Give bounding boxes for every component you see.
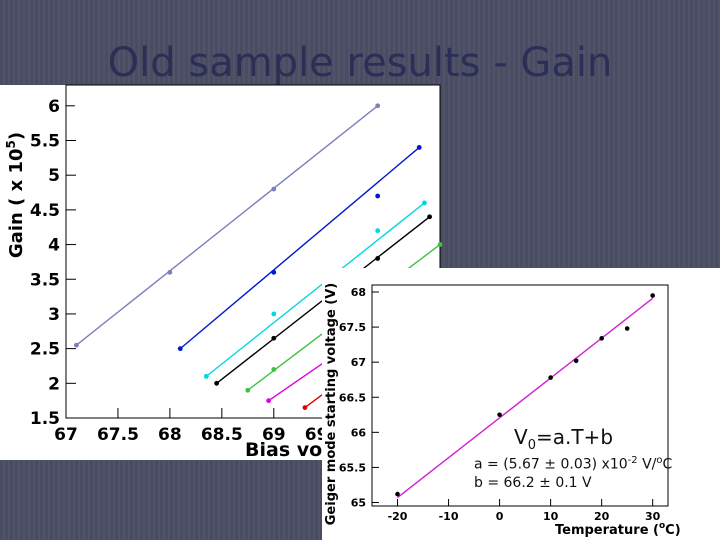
fit-param-a: a = (5.67 ± 0.03) x10-2 V/oC bbox=[474, 455, 673, 473]
gain-data-point bbox=[271, 335, 277, 341]
gain-data-point bbox=[167, 269, 173, 275]
gain-fit-line bbox=[75, 105, 379, 346]
voltage-y-tick-label: 66 bbox=[351, 426, 367, 439]
legend-item-2: • 20oC bbox=[72, 155, 128, 177]
gain-data-point bbox=[271, 186, 277, 192]
gain-y-tick-label: 4 bbox=[48, 236, 60, 256]
voltage-x-tick-label: 20 bbox=[594, 510, 610, 523]
gain-data-point bbox=[73, 342, 79, 348]
voltage-y-tick-label: 67 bbox=[351, 356, 366, 369]
gain-data-point bbox=[375, 256, 381, 261]
voltage-data-point bbox=[599, 336, 604, 341]
gain-data-point bbox=[177, 346, 183, 352]
gain-data-point bbox=[375, 103, 381, 109]
gain-y-tick-label: 1.5 bbox=[30, 409, 60, 429]
gain-x-tick-label: 67 bbox=[54, 425, 78, 445]
gain-data-point bbox=[271, 367, 277, 372]
gain-y-tick-label: 5 bbox=[48, 166, 60, 186]
voltage-plot-frame bbox=[371, 284, 669, 507]
gain-y-tick-label: 3.5 bbox=[30, 270, 60, 290]
gain-fit-line bbox=[179, 146, 420, 350]
voltage-x-tick-label: 10 bbox=[543, 510, 559, 523]
gain-x-tick-label: 68 bbox=[158, 425, 182, 445]
legend-item-1: • 25oC bbox=[72, 126, 128, 148]
gain-y-tick-label: 4.5 bbox=[30, 201, 60, 221]
voltage-data-point bbox=[395, 491, 400, 497]
temperature-legend: • 30oC • 25oC • 20oC • 15oC • 10oC • 0oC • -20… bbox=[72, 92, 134, 296]
fit-param-b: b = 66.2 ± 0.1 V bbox=[474, 474, 592, 491]
gain-data-point bbox=[266, 398, 271, 404]
gain-fit-line bbox=[205, 202, 425, 377]
voltage-data-point bbox=[548, 375, 553, 380]
voltage-y-tick-label: 68 bbox=[351, 286, 366, 299]
legend-item-6: • -20oC bbox=[72, 271, 134, 294]
voltage-data-point bbox=[650, 293, 655, 298]
gain-data-point bbox=[427, 214, 433, 220]
gain-y-tick-label: 2.5 bbox=[30, 340, 60, 360]
legend-item-4: • 10oC bbox=[72, 213, 128, 236]
gain-x-tick-label: 68.5 bbox=[201, 425, 243, 445]
voltage-x-tick-label: 0 bbox=[496, 510, 504, 523]
gain-y-tick-label: 3 bbox=[48, 305, 60, 325]
voltage-y-tick-label: 65.5 bbox=[339, 461, 366, 474]
gain-data-point bbox=[375, 193, 381, 199]
gain-x-tick-label: 69 bbox=[262, 425, 286, 445]
voltage-data-point bbox=[573, 358, 579, 364]
gain-data-point bbox=[422, 200, 427, 206]
voltage-y-tick-label: 66.5 bbox=[339, 391, 366, 404]
voltage-y-tick-label: 65 bbox=[351, 496, 366, 509]
gain-data-point bbox=[271, 311, 277, 317]
legend-item-5: • 0oC bbox=[72, 242, 117, 265]
gain-data-point bbox=[437, 242, 443, 247]
gain-y-tick-label: 5.5 bbox=[30, 132, 60, 152]
legend-item-0: • 30oC bbox=[72, 97, 128, 119]
fit-parameters: a = (5.67 ± 0.03) x10-2 V/oC b = 66.2 ± … bbox=[474, 452, 672, 492]
gain-y-axis-label: Gain ( x 105) bbox=[4, 132, 27, 258]
gain-x-axis-label: Bias vol bbox=[245, 439, 329, 461]
voltage-data-point bbox=[624, 326, 630, 331]
voltage-data-point bbox=[497, 412, 502, 418]
voltage-fit-line bbox=[397, 297, 654, 499]
gain-data-point bbox=[214, 380, 220, 386]
voltage-x-tick-label: -10 bbox=[439, 510, 459, 523]
voltage-x-tick-label: 30 bbox=[645, 510, 661, 523]
slide-title: Old sample results - Gain bbox=[107, 40, 613, 86]
gain-y-tick-label: 2 bbox=[48, 374, 60, 394]
gain-x-tick-label: 67.5 bbox=[97, 425, 139, 445]
gain-data-point bbox=[302, 405, 308, 410]
gain-data-point bbox=[245, 387, 251, 393]
gain-data-point bbox=[203, 373, 209, 379]
gain-data-point bbox=[375, 228, 381, 234]
voltage-x-axis-label: Temperature (oC) bbox=[555, 521, 681, 538]
gain-data-point bbox=[416, 145, 422, 150]
gain-y-tick-label: 6 bbox=[48, 97, 60, 117]
voltage-y-axis-label: Geiger mode starting voltage (V) bbox=[324, 283, 339, 525]
legend-item-3: • 15oC bbox=[72, 184, 128, 207]
voltage-y-tick-label: 67.5 bbox=[339, 321, 366, 334]
voltage-x-tick-label: -20 bbox=[388, 510, 408, 523]
fit-equation: V0=a.T+b bbox=[514, 425, 614, 453]
gain-data-point bbox=[271, 269, 277, 275]
